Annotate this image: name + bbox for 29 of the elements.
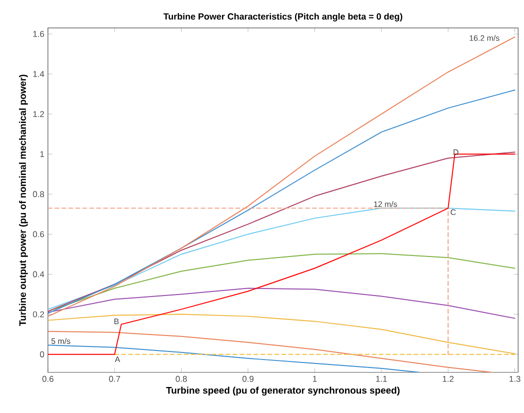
line-series	[48, 151, 516, 312]
y-tick-label: 1	[40, 151, 44, 157]
line-series	[48, 252, 516, 312]
line-series	[48, 89, 516, 314]
line-series	[48, 344, 420, 372]
line-series	[48, 288, 516, 319]
y-tick-label: 0.2	[32, 311, 44, 318]
x-tick-label: 0.9	[242, 376, 254, 382]
y-tick-label: 0.6	[32, 231, 44, 238]
line-series	[48, 314, 516, 354]
x-tick-label: 0.7	[109, 376, 120, 382]
x-tick-label: 0.8	[176, 376, 187, 382]
y-axis-title: Turbine output power (pu of nominal mechanical power)	[19, 74, 28, 326]
x-tick-label: 1	[313, 376, 317, 382]
y-tick-label: 0.8	[32, 191, 44, 197]
x-tick-label: 1.1	[376, 376, 387, 382]
line-series	[48, 153, 516, 355]
y-tick-label: 0.4	[32, 271, 44, 278]
x-axis-title: Turbine speed (pu of generator synchronous speed)	[166, 386, 400, 396]
x-tick-label: 1.3	[510, 376, 520, 382]
y-tick-label: 1.6	[33, 30, 44, 37]
x-tick-label: 1.2	[442, 376, 454, 382]
y-tick-label: 1.2	[33, 110, 44, 117]
line-series	[48, 36, 516, 317]
y-tick-label: 1.4	[33, 70, 44, 77]
line-series	[48, 208, 516, 310]
y-tick-label: 0	[40, 351, 44, 358]
line-series	[48, 330, 493, 372]
chart-title: Turbine Power Characteristics (Pitch angle beta = 0 deg)	[163, 12, 402, 22]
